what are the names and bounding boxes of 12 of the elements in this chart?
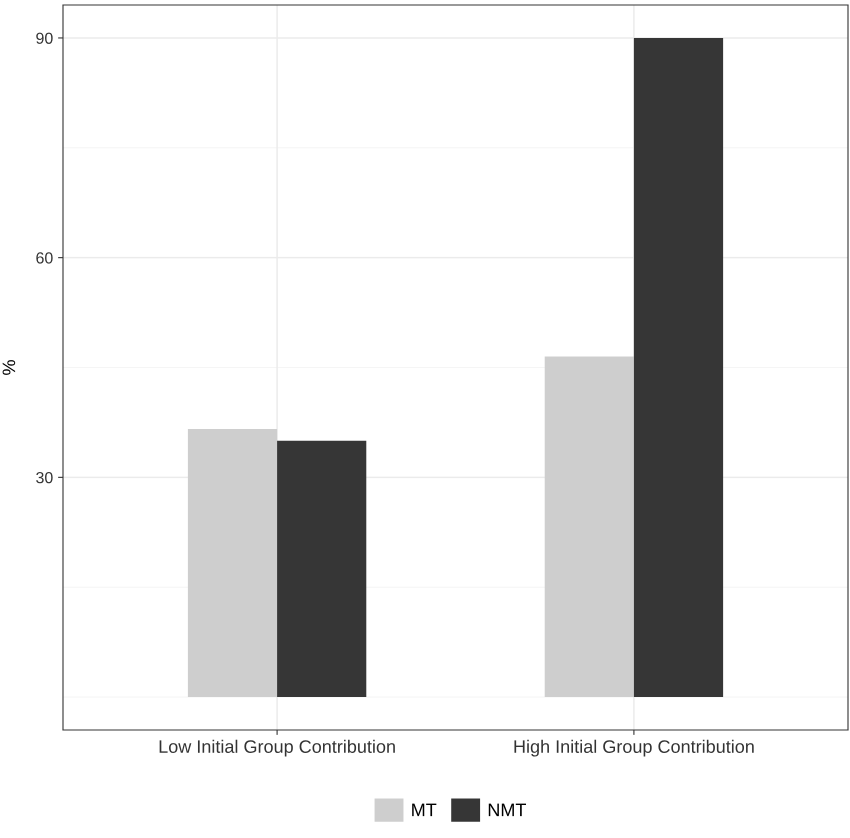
- bar: [544, 356, 634, 698]
- y-tick-label: 90: [36, 32, 53, 44]
- y-tick-label: 60: [36, 252, 53, 264]
- y-tick-label: 30: [36, 472, 53, 484]
- y-axis-title: %: [2, 360, 16, 375]
- x-tick-label: High Initial Group Contribution: [514, 740, 754, 757]
- legend-label: MT: [412, 804, 436, 816]
- bar: [634, 38, 724, 698]
- legend-label: NMT: [488, 804, 526, 816]
- bar: [188, 429, 278, 698]
- bar: [277, 440, 366, 698]
- x-tick-label: Low Initial Group Contribution: [160, 740, 395, 757]
